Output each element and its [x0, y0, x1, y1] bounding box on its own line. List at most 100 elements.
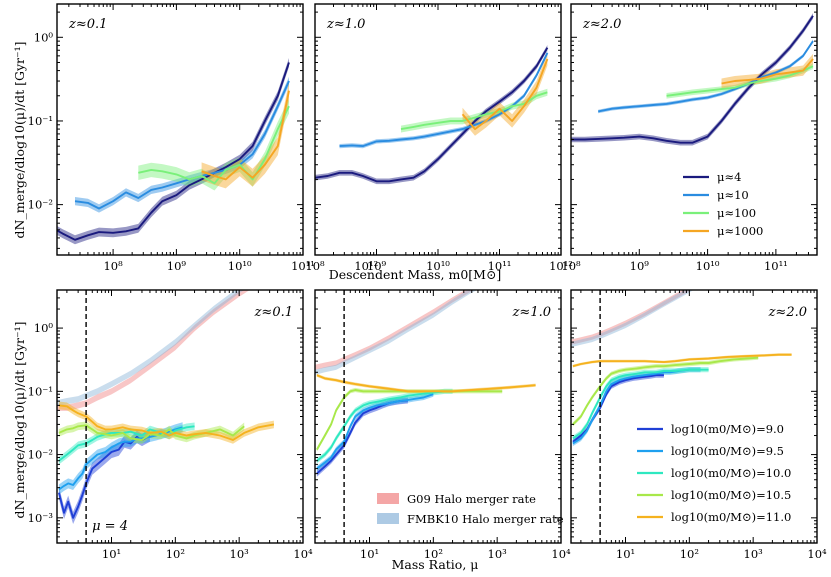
x-tick-label: 10¹¹ — [291, 259, 315, 273]
panel-title: z≈0.1 — [68, 17, 107, 32]
legend: μ≈4 μ≈10 μ≈100 μ≈1000 — [683, 170, 763, 238]
series-line-2 — [400, 91, 548, 131]
g09-halo-band — [315, 290, 475, 370]
x-tick-label: 10⁴ — [807, 547, 827, 561]
panel-frame — [570, 3, 818, 256]
y-tick-label: 10⁻¹ — [28, 114, 53, 128]
series-line-4 — [58, 404, 275, 441]
plot-area — [315, 45, 549, 185]
x-tick-label: 10⁸ — [561, 259, 581, 273]
x-tick-label: 10⁸ — [103, 259, 123, 273]
top-xlabel: Descendent Mass, m0[M⊙] — [329, 267, 502, 282]
legend-label: μ≈10 — [717, 188, 749, 202]
legend-label: log10(m0/M⊙)=11.0 — [671, 510, 791, 524]
series-band-4 — [58, 401, 274, 444]
x-tick-label: 10³ — [744, 547, 764, 561]
x-tick-label: 10² — [424, 547, 443, 561]
g09-halo-band — [571, 290, 692, 345]
series-line-1 — [58, 426, 183, 491]
y-tick-label: 10⁰ — [34, 321, 54, 335]
legend-label: μ≈100 — [717, 206, 756, 220]
x-tick-label: 10¹¹ — [764, 259, 788, 273]
panel-frame — [56, 289, 304, 544]
panel-frame — [570, 289, 818, 544]
x-tick-label: 10⁹ — [630, 259, 650, 273]
legend-label: μ≈4 — [717, 170, 741, 184]
series-band-4 — [316, 373, 536, 393]
panel-title: z≈1.0 — [326, 17, 365, 32]
bottom-xlabel: Mass Ratio, μ — [392, 557, 479, 572]
series-line-1 — [339, 52, 549, 148]
series-band-1 — [75, 76, 289, 213]
series-line-0 — [571, 15, 814, 144]
legend-label: log10(m0/M⊙)=9.5 — [671, 444, 784, 458]
x-tick-label: 10¹⁰ — [426, 259, 450, 273]
g09-halo-band — [57, 290, 250, 411]
panel-bottom-1: 10¹ 10² 10³ 10⁴ z≈1.0 G09 Halo merger rate FMB… — [314, 289, 571, 561]
legend-label: log10(m0/M⊙)=10.0 — [671, 466, 791, 480]
x-tick-label: 10¹⁰ — [228, 259, 252, 273]
series-band-3 — [462, 52, 548, 136]
panel-frame — [314, 3, 562, 256]
x-tick-label: 10¹² — [354, 259, 378, 273]
fmbk10-halo-band — [571, 290, 694, 348]
legend: log10(m0/M⊙)=9.0 log10(m0/M⊙)=9.5 log10(m0… — [637, 422, 791, 524]
x-tick-label: 10² — [680, 547, 699, 561]
plot-area — [571, 13, 814, 146]
y-tick-label: 10⁻² — [28, 198, 53, 212]
series-line-1 — [572, 368, 701, 445]
legend-label: G09 Halo merger rate — [407, 492, 536, 506]
x-tick-label: 10² — [166, 547, 185, 561]
series-line-4 — [572, 353, 792, 368]
series-line-3 — [461, 58, 549, 131]
panel-top-0: 10⁸ 10⁹ 10¹⁰ 10¹¹ 10¹² 10⁻² 10⁻¹ 10⁰ z≈0.1 — [28, 3, 378, 273]
panel-title: z≈2.0 — [768, 305, 807, 320]
series-band-2 — [401, 88, 548, 133]
x-tick-label: 10¹² — [549, 259, 573, 273]
y-tick-label: 10⁰ — [34, 30, 54, 44]
y-tick-label: 10⁻³ — [28, 511, 54, 525]
series-line-3 — [572, 356, 759, 426]
fmbk10-halo-band — [57, 290, 245, 407]
plot-area — [57, 58, 290, 245]
series-line-0 — [315, 47, 549, 183]
x-tick-label: 10⁸ — [305, 259, 325, 273]
series-line-2 — [572, 368, 709, 440]
legend-label: log10(m0/M⊙)=10.5 — [671, 488, 791, 502]
panel-title: z≈0.1 — [254, 305, 293, 320]
series-band-1 — [58, 422, 183, 495]
series-band-2 — [138, 99, 289, 191]
legend-label: FMBK10 Halo merger rate — [407, 512, 564, 526]
x-tick-label: 10¹¹ — [488, 259, 512, 273]
x-tick-label: 10⁹ — [367, 259, 387, 273]
plot-area — [57, 290, 275, 543]
series-line-1 — [316, 393, 434, 470]
x-tick-label: 10¹ — [616, 547, 635, 561]
panel-top-2: 10⁸ 10⁹ 10¹⁰ 10¹¹ z≈2.0 μ≈4 μ≈10 μ≈100 μ≈1000 — [561, 3, 818, 273]
panel-bottom-0: μ = 4 10¹ 10² 10³ 10⁴ 10⁻³ 10⁻² 10⁻¹ 10⁰ z≈0.1 — [28, 289, 313, 561]
x-tick-label: 10¹⁰ — [696, 259, 720, 273]
x-tick-label: 10⁴ — [551, 547, 571, 561]
bottom-ylabel: dN_merge/dlog10(μ)/dt [Gyr⁻¹] — [12, 322, 27, 519]
legend: G09 Halo merger rate FMBK10 Halo merger r… — [377, 492, 564, 526]
series-band-2 — [666, 63, 813, 99]
panel-title: z≈2.0 — [582, 17, 621, 32]
panels: 10⁸ 10⁹ 10¹⁰ 10¹¹ 10¹² 10⁻² 10⁻¹ 10⁰ z≈0.1 10⁸ 10⁹… — [28, 3, 827, 561]
x-tick-label: 10⁹ — [167, 259, 187, 273]
series-band-0 — [58, 429, 150, 524]
series-line-4 — [316, 374, 536, 393]
panel-bottom-2: 10¹ 10² 10³ 10⁴ z≈2.0 log10(m0/M⊙)=9.0log10(m… — [570, 289, 827, 561]
y-tick-label: 10⁻² — [28, 448, 53, 462]
legend-swatch — [377, 513, 399, 524]
fmbk10-halo-band — [315, 290, 478, 375]
legend-label: μ≈1000 — [717, 224, 763, 238]
panel-top-1: 10⁸ 10⁹ 10¹⁰ 10¹¹ 10¹² z≈1.0 — [305, 3, 573, 273]
x-tick-label: 10¹ — [360, 547, 379, 561]
plot-area — [571, 290, 792, 543]
series-line-1 — [598, 40, 814, 113]
series-line-2 — [316, 390, 453, 462]
series-line-3 — [201, 90, 290, 181]
x-tick-label: 10¹ — [102, 547, 121, 561]
series-line-3 — [721, 58, 814, 85]
